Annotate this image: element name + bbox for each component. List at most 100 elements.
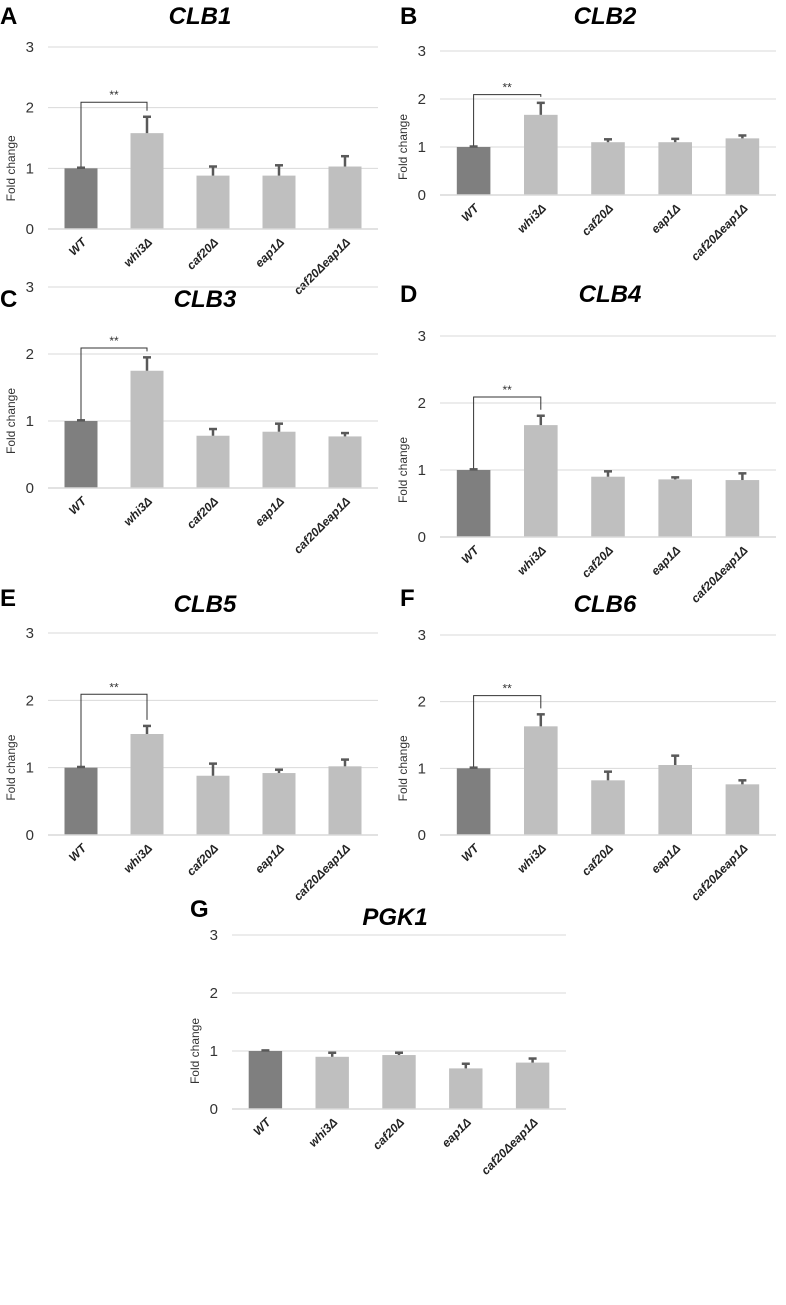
bar-4	[725, 784, 760, 835]
bar-1	[524, 114, 558, 195]
y-axis-label: Fold change	[188, 1018, 202, 1084]
bar-2	[591, 142, 625, 195]
panel-letter: D	[400, 281, 417, 308]
bar-1	[524, 726, 558, 835]
x-tick-label: eap1Δ	[648, 543, 683, 578]
significance-label: **	[109, 680, 119, 694]
y-tick-label: 0	[418, 187, 426, 204]
bar-1	[315, 1056, 349, 1109]
bar-3	[658, 765, 692, 835]
y-tick-label: 3	[26, 625, 34, 642]
x-tick-label: whi3Δ	[514, 841, 548, 875]
y-axis-label: Fold change	[4, 388, 18, 454]
x-tick-label: caf20Δ	[579, 841, 616, 878]
bar-2	[591, 476, 625, 537]
x-tick-label: whi3Δ	[121, 235, 155, 269]
x-tick-label: caf20Δ	[184, 235, 221, 272]
y-axis-label: Fold change	[396, 114, 410, 180]
x-tick-label: WT	[66, 493, 90, 517]
bar-1	[524, 425, 558, 537]
chart-title: CLB6	[574, 591, 637, 618]
x-tick-label: WT	[459, 542, 483, 566]
bar-0	[248, 1051, 283, 1109]
bar-4	[328, 166, 362, 229]
bar-3	[262, 773, 296, 835]
significance-bracket	[80, 693, 148, 766]
y-tick-label: 2	[210, 985, 218, 1002]
y-tick-label: 0	[418, 827, 426, 844]
x-tick-label: whi3Δ	[514, 543, 548, 577]
bar-4	[328, 436, 362, 488]
significance-label: **	[109, 88, 119, 102]
x-tick-label: whi3Δ	[121, 841, 155, 875]
y-tick-label: 0	[26, 827, 34, 844]
x-tick-label: whi3Δ	[306, 1115, 340, 1149]
x-tick-label: caf20Δeap1Δ	[291, 494, 353, 556]
y-tick-label: 1	[418, 139, 426, 156]
y-tick-label: 2	[418, 395, 426, 412]
y-tick-label: 0	[26, 480, 34, 497]
significance-label: **	[109, 334, 119, 348]
x-tick-label: caf20Δeap1Δ	[291, 841, 353, 903]
bar-4	[515, 1062, 550, 1109]
x-tick-label: caf20Δ	[184, 841, 221, 878]
panel-letter: A	[0, 3, 17, 30]
x-tick-label: caf20Δeap1Δ	[688, 201, 750, 263]
y-tick-label: 3	[26, 279, 34, 296]
bar-0	[456, 147, 491, 195]
y-axis-label: Fold change	[396, 735, 410, 801]
x-tick-label: WT	[250, 1114, 274, 1138]
x-tick-label: caf20Δeap1Δ	[688, 841, 750, 903]
y-tick-label: 1	[210, 1043, 218, 1060]
x-tick-label: caf20Δ	[579, 543, 616, 580]
bar-4	[725, 138, 760, 195]
x-tick-label: WT	[459, 200, 483, 224]
x-tick-label: eap1Δ	[439, 1115, 474, 1150]
y-tick-label: 3	[210, 927, 218, 944]
x-tick-label: caf20Δ	[184, 494, 221, 531]
chart-title: CLB4	[579, 281, 642, 308]
x-tick-label: whi3Δ	[121, 494, 155, 528]
x-tick-label: WT	[66, 234, 90, 258]
x-tick-label: caf20Δeap1Δ	[291, 235, 353, 297]
y-axis-label: Fold change	[4, 135, 18, 201]
y-tick-label: 1	[418, 462, 426, 479]
significance-bracket	[473, 695, 542, 767]
bar-3	[449, 1068, 483, 1109]
bar-0	[456, 768, 491, 835]
x-tick-label: caf20Δ	[579, 201, 616, 238]
chart-title: CLB3	[174, 286, 237, 313]
panel-letter: F	[400, 585, 415, 612]
bar-1	[130, 370, 164, 488]
bar-2	[382, 1055, 416, 1109]
y-tick-label: 2	[418, 694, 426, 711]
x-tick-label: WT	[459, 840, 483, 864]
y-tick-label: 1	[26, 413, 34, 430]
panel-letter: C	[0, 286, 17, 313]
significance-label: **	[503, 682, 513, 696]
x-tick-label: WT	[66, 840, 90, 864]
x-tick-label: caf20Δeap1Δ	[478, 1115, 540, 1177]
bar-4	[725, 480, 760, 537]
x-tick-label: caf20Δ	[370, 1115, 407, 1152]
y-tick-label: 2	[26, 692, 34, 709]
panel-letter: E	[0, 585, 16, 612]
y-tick-label: 1	[26, 160, 34, 177]
x-tick-label: whi3Δ	[514, 201, 548, 235]
bar-4	[328, 766, 362, 835]
chart-title: CLB5	[174, 591, 237, 618]
bar-2	[591, 780, 625, 835]
y-axis-label: Fold change	[4, 734, 18, 800]
x-tick-label: eap1Δ	[252, 235, 287, 270]
y-tick-label: 0	[418, 529, 426, 546]
y-tick-label: 3	[418, 43, 426, 60]
y-tick-label: 2	[418, 91, 426, 108]
bar-3	[262, 431, 296, 488]
chart-title: CLB2	[574, 3, 637, 30]
